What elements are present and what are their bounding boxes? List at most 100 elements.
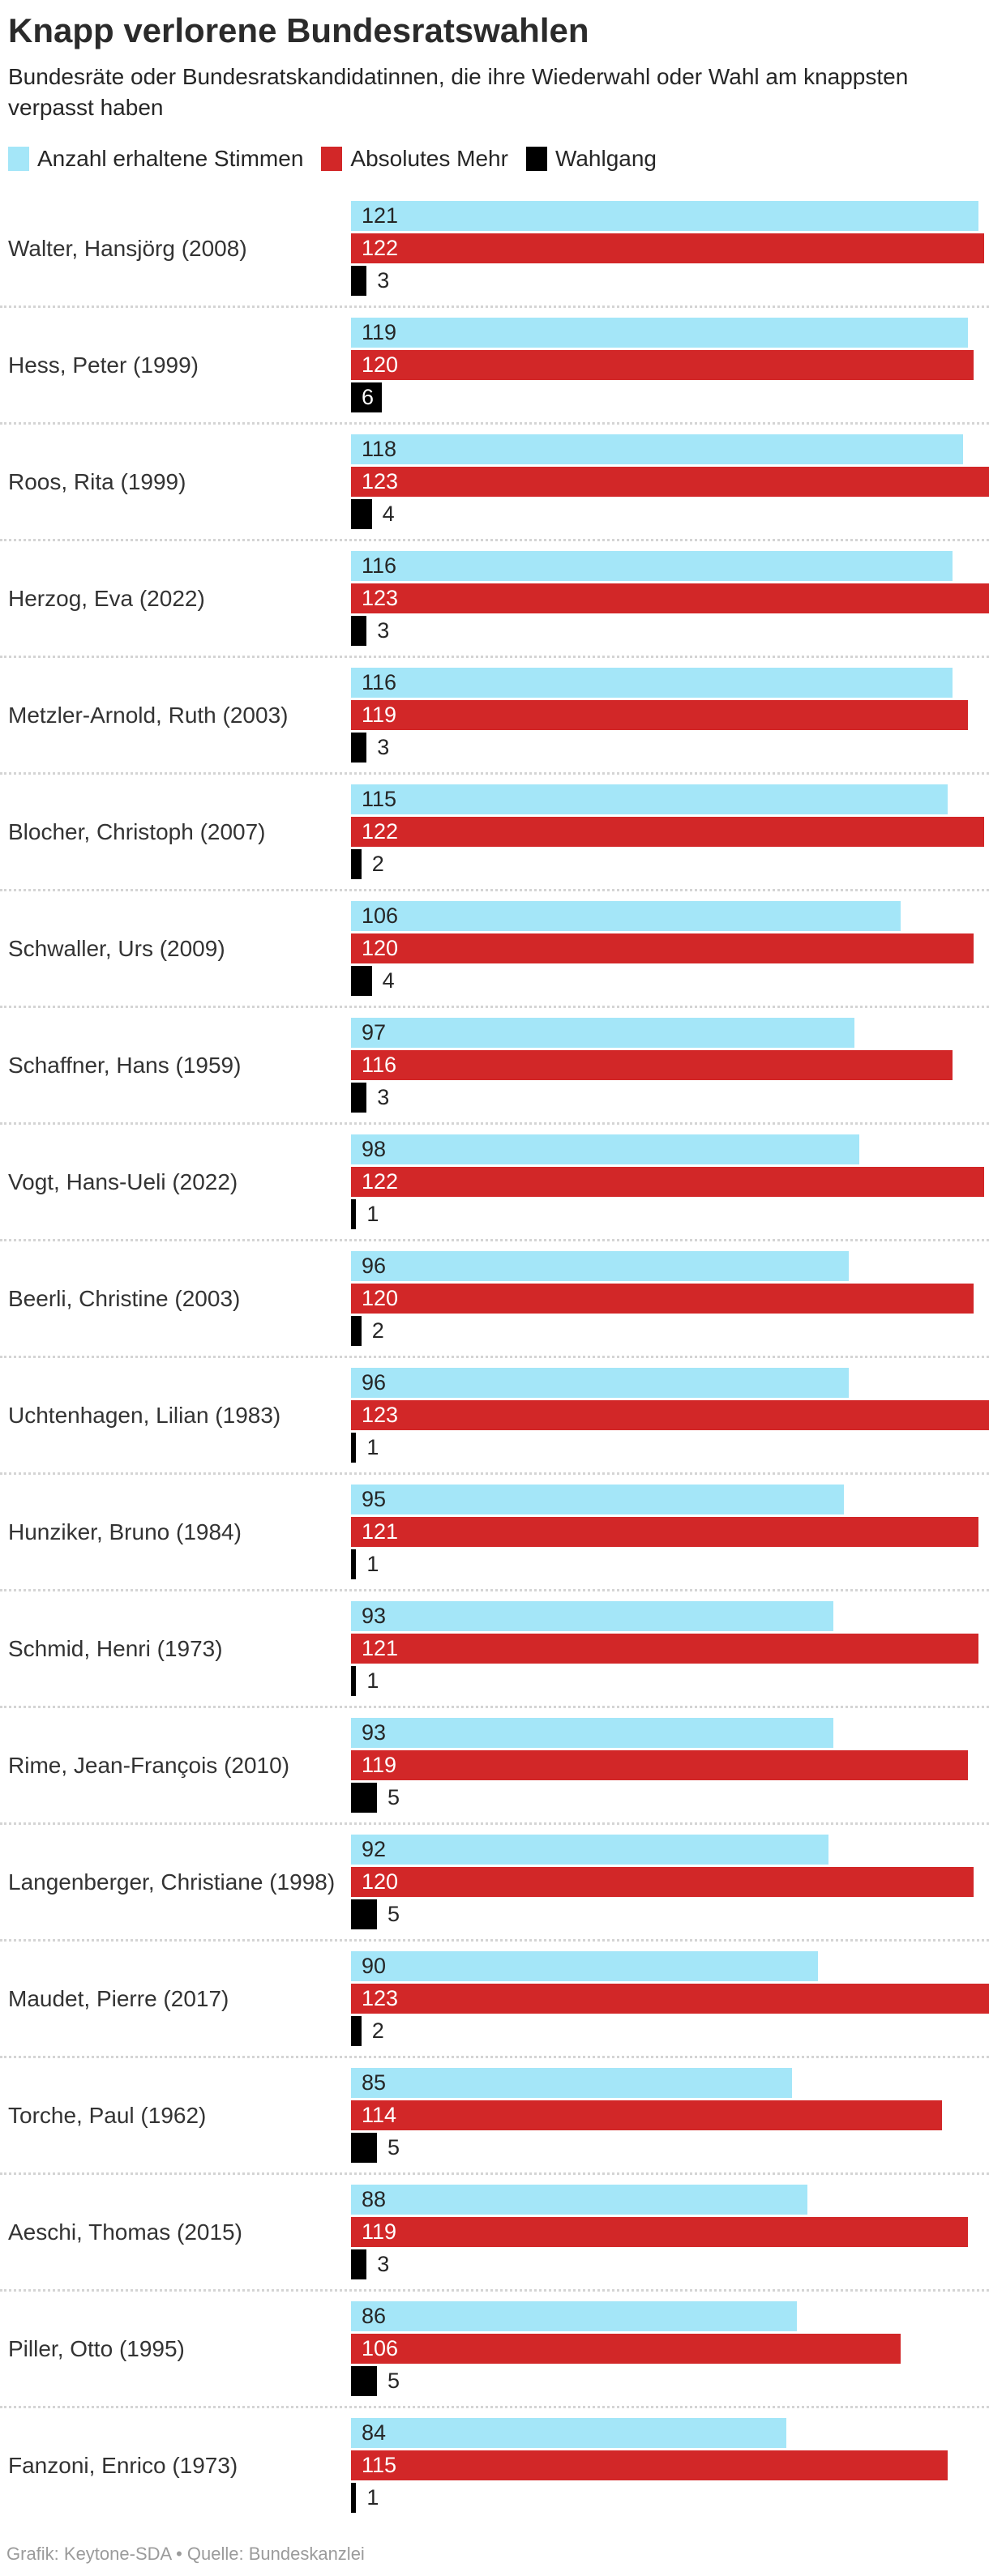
bar-group: 84 115 1 [351,2418,989,2513]
ballot-round-value: 3 [377,2252,390,2276]
candidate-label: Vogt, Hans-Ueli (2022) [8,1168,238,1194]
candidate-label: Schaffner, Hans (1959) [8,1052,242,1078]
ballot-round-track: 5 [351,2133,989,2163]
absolute-majority-value: 119 [362,703,397,727]
chart-row: Schwaller, Urs (2009) 106 120 4 [0,889,989,1006]
ballot-round-value: 3 [377,735,390,759]
mehr-swatch-icon [321,147,343,171]
ballot-round-value: 5 [387,2369,400,2393]
bar-group: 116 119 3 [351,668,989,763]
absolute-majority-bar: 120 [351,1867,974,1897]
votes-received-value: 118 [362,437,397,461]
votes-received-bar: 85 [351,2068,792,2098]
votes-received-value: 84 [362,2420,387,2445]
votes-received-value: 116 [362,670,397,694]
candidate-label: Schwaller, Urs (2009) [8,935,225,961]
ballot-round-track: 6 [351,382,989,412]
chart-row: Uchtenhagen, Lilian (1983) 96 123 1 [0,1356,989,1472]
ballot-round-value: 1 [366,1668,379,1693]
absolute-majority-value: 122 [362,1169,399,1194]
ballot-round-bar [351,2366,377,2396]
votes-received-value: 116 [362,553,397,578]
absolute-majority-value: 122 [362,236,399,260]
bar-group: 119 120 6 [351,318,989,412]
votes-received-bar: 116 [351,551,953,581]
absolute-majority-bar: 119 [351,2217,969,2247]
votes-received-value: 119 [362,320,397,344]
ballot-round-bar [351,1316,362,1346]
candidate-label: Uchtenhagen, Lilian (1983) [8,1402,281,1428]
absolute-majority-value: 120 [362,1869,399,1894]
bar-group: 115 122 2 [351,784,989,879]
ballot-round-value: 6 [362,385,375,409]
chart-row: Schmid, Henri (1973) 93 121 1 [0,1589,989,1706]
absolute-majority-value: 123 [362,1986,399,2010]
candidate-label: Fanzoni, Enrico (1973) [8,2452,238,2478]
votes-received-bar: 90 [351,1951,818,1981]
ballot-round-value: 4 [382,968,395,993]
ballot-round-track: 3 [351,1083,989,1113]
absolute-majority-bar: 115 [351,2450,948,2480]
ballot-round-track: 3 [351,733,989,763]
ballot-round-bar [351,1783,377,1813]
chart-row: Herzog, Eva (2022) 116 123 3 [0,539,989,656]
votes-received-bar: 84 [351,2418,787,2448]
votes-received-bar: 92 [351,1835,828,1865]
candidate-label: Piller, Otto (1995) [8,2335,185,2361]
bar-group: 85 114 5 [351,2068,989,2163]
absolute-majority-value: 119 [362,2219,397,2244]
votes-received-bar: 106 [351,901,901,931]
ballot-round-track: 1 [351,1199,989,1229]
ballot-round-bar: 6 [351,382,383,412]
absolute-majority-bar: 120 [351,933,974,963]
candidate-label: Hunziker, Bruno (1984) [8,1519,242,1544]
votes-received-value: 88 [362,2187,387,2211]
ballot-round-bar [351,1199,357,1229]
bar-group: 98 122 1 [351,1134,989,1229]
votes-received-value: 92 [362,1837,387,1861]
votes-received-value: 96 [362,1254,387,1278]
ballot-round-bar [351,616,367,646]
ballot-round-bar [351,733,367,763]
bar-group: 96 123 1 [351,1368,989,1463]
absolute-majority-bar: 123 [351,1400,989,1430]
ballot-round-value: 5 [387,1902,400,1926]
legend-item-mehr: Absolutes Mehr [321,146,508,172]
votes-received-value: 96 [362,1370,387,1395]
ballot-round-bar [351,2133,377,2163]
chart-row: Maudet, Pierre (2017) 90 123 2 [0,1939,989,2056]
absolute-majority-bar: 123 [351,583,989,613]
candidate-label: Maudet, Pierre (2017) [8,1985,229,2011]
votes-received-value: 121 [362,203,399,228]
votes-received-bar: 118 [351,434,963,464]
ballot-round-value: 5 [387,2135,400,2159]
votes-received-value: 93 [362,1604,387,1628]
votes-received-value: 86 [362,2304,387,2328]
legend-label: Anzahl erhaltene Stimmen [37,146,304,171]
votes-received-value: 95 [362,1487,387,1511]
absolute-majority-value: 123 [362,469,399,493]
votes-received-bar: 121 [351,201,979,231]
ballot-round-track: 1 [351,1666,989,1696]
chart-row: Hess, Peter (1999) 119 120 6 [0,305,989,422]
bar-group: 106 120 4 [351,901,989,996]
candidate-label: Metzler-Arnold, Ruth (2003) [8,702,289,728]
votes-received-bar: 96 [351,1251,850,1281]
candidate-label: Aeschi, Thomas (2015) [8,2219,242,2245]
candidate-label: Hess, Peter (1999) [8,352,199,378]
legend-label: Absolutes Mehr [350,146,508,171]
votes-received-value: 115 [362,787,397,811]
votes-received-bar: 98 [351,1134,860,1164]
candidate-label: Blocher, Christoph (2007) [8,818,266,844]
absolute-majority-value: 119 [362,1753,397,1777]
candidate-label: Beerli, Christine (2003) [8,1285,241,1311]
absolute-majority-bar: 120 [351,350,974,380]
ballot-round-value: 5 [387,1785,400,1809]
votes-received-bar: 88 [351,2185,808,2215]
votes-received-bar: 86 [351,2301,798,2331]
bar-group: 116 123 3 [351,551,989,646]
votes-received-value: 90 [362,1954,387,1978]
absolute-majority-value: 106 [362,2336,399,2360]
votes-received-bar: 116 [351,668,953,698]
candidate-label: Rime, Jean-François (2010) [8,1752,290,1778]
